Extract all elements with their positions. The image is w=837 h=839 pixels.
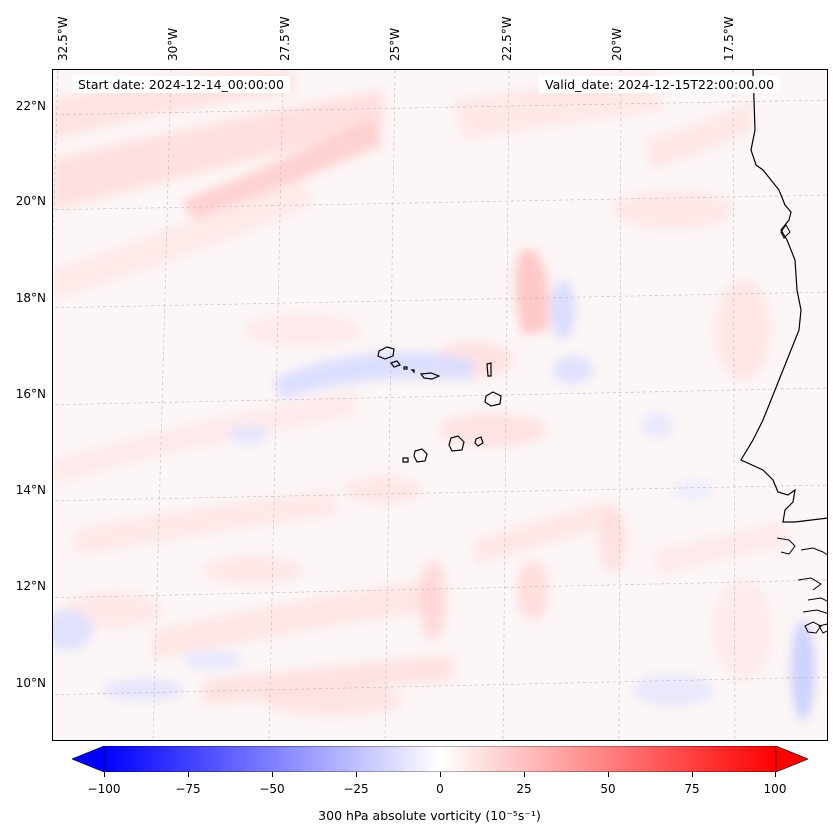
cb-tick-label: 25 — [516, 782, 532, 796]
cb-tick-label: −25 — [343, 782, 369, 796]
cb-tick-label: −75 — [175, 782, 201, 796]
colorbar-label: 300 hPa absolute vorticity (10⁻⁵s⁻¹) — [318, 808, 541, 823]
cb-tick-label: −50 — [259, 782, 285, 796]
cb-tickmark — [272, 772, 273, 777]
colorbar-max-arrow — [775, 745, 809, 773]
colorbar-gradient — [103, 745, 777, 773]
lat-label-16n: 16°N — [15, 387, 46, 401]
lat-label-14n: 14°N — [15, 483, 46, 497]
start-date-label: Start date: 2024-12-14_00:00:00 — [72, 76, 290, 93]
lon-label-17-5w: 17.5°W — [722, 16, 736, 61]
lat-label-20n: 20°N — [15, 194, 46, 208]
vorticity-field — [53, 70, 815, 720]
lat-label-22n: 22°N — [15, 99, 46, 113]
cb-tickmark — [692, 772, 693, 777]
lon-label-30w: 30°W — [166, 27, 180, 61]
map-panel — [52, 69, 828, 741]
valid-date-label: Valid_date: 2024-12-15T22:00:00.00 — [539, 76, 781, 93]
lon-label-20w: 20°W — [610, 27, 624, 61]
cb-tickmark — [188, 772, 189, 777]
lon-label-25w: 25°W — [388, 27, 402, 61]
africa-coastline — [740, 70, 827, 523]
cb-tickmark — [104, 772, 105, 777]
cb-tick-label: 0 — [436, 782, 444, 796]
lat-label-18n: 18°N — [15, 291, 46, 305]
cb-tickmark — [775, 772, 776, 777]
cb-tick-label: −100 — [87, 782, 121, 796]
coastal-details — [776, 224, 827, 634]
lon-label-27-5w: 27.5°W — [278, 16, 292, 61]
cb-tickmark — [356, 772, 357, 777]
colorbar-min-arrow — [71, 745, 105, 773]
cb-tick-label: 50 — [600, 782, 616, 796]
colorbar-svg — [71, 745, 809, 773]
lon-label-22-5w: 22.5°W — [500, 16, 514, 61]
graticule — [53, 70, 827, 740]
cb-tickmark — [440, 772, 441, 777]
lat-label-10n: 10°N — [15, 676, 46, 690]
colorbar — [71, 745, 809, 773]
vorticity-map — [53, 70, 827, 740]
lat-label-12n: 12°N — [15, 579, 46, 593]
cb-tickmark — [524, 772, 525, 777]
lon-label-32-5w: 32.5°W — [56, 16, 70, 61]
cb-tickmark — [608, 772, 609, 777]
cb-tick-label: 100 — [763, 782, 787, 796]
cape-verde-islands — [377, 346, 502, 463]
cb-tick-label: 75 — [684, 782, 700, 796]
